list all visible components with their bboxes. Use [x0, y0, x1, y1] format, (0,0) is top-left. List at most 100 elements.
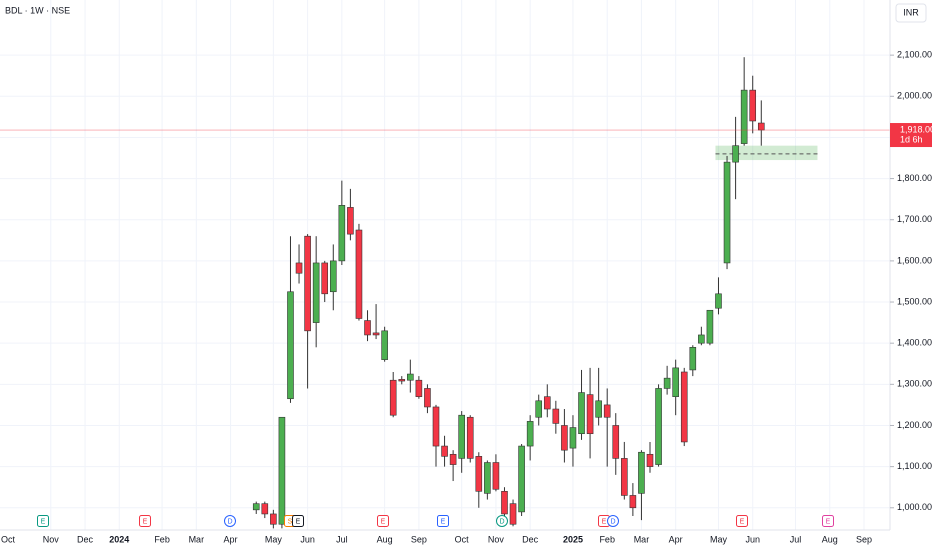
x-tick-label: Dec — [522, 534, 539, 544]
x-tick-label: 2024 — [109, 534, 129, 544]
event-marker[interactable]: E — [139, 515, 151, 527]
y-tick-label: 1,500.00 — [897, 296, 932, 306]
event-label[interactable]: E — [41, 518, 46, 525]
candle-body — [706, 309, 714, 344]
candle-body — [304, 235, 311, 332]
event-label[interactable]: S — [288, 518, 293, 525]
candle-body — [749, 89, 757, 122]
x-tick-label: Feb — [154, 534, 170, 544]
event-marker[interactable]: E — [377, 515, 389, 527]
candle-body — [569, 427, 577, 449]
candle-body — [586, 394, 594, 435]
y-tick-label: 1,300.00 — [897, 379, 932, 389]
candle-body — [603, 404, 611, 418]
x-tick-label: Mar — [634, 534, 650, 544]
candle-body — [757, 122, 765, 131]
x-tick-label: Nov — [488, 534, 505, 544]
event-icon[interactable] — [736, 515, 748, 527]
candle-body — [518, 445, 525, 513]
event-label[interactable]: D — [227, 518, 232, 525]
event-label[interactable]: D — [610, 518, 615, 525]
event-marker[interactable]: E — [736, 515, 748, 527]
zone — [715, 145, 818, 161]
candle-body — [595, 400, 602, 418]
candle-body — [338, 205, 346, 262]
y-tick-label: 1,200.00 — [897, 420, 932, 430]
candle-body — [449, 453, 457, 465]
event-marker[interactable]: D — [496, 515, 508, 527]
event-label[interactable]: E — [740, 518, 745, 525]
x-tick-label: Sep — [856, 534, 872, 544]
event-icon[interactable] — [822, 515, 834, 527]
event-icon[interactable] — [377, 515, 389, 527]
candle-body — [372, 332, 380, 336]
candle-body — [415, 379, 423, 397]
candle-body — [312, 262, 320, 323]
event-marker[interactable]: E — [598, 515, 610, 527]
event-marker[interactable]: E — [822, 515, 834, 527]
candle-body — [398, 379, 406, 382]
candle-body — [407, 373, 414, 381]
candle-body — [364, 320, 371, 336]
x-tick-label: Jun — [300, 534, 315, 544]
event-label[interactable]: E — [441, 518, 446, 525]
event-marker[interactable]: E — [37, 515, 49, 527]
candle-body — [295, 262, 303, 274]
event-marker[interactable]: E — [437, 515, 449, 527]
x-tick-label: Mar — [189, 534, 205, 544]
candle-body — [466, 416, 474, 459]
event-label[interactable]: D — [499, 518, 504, 525]
candle-body — [432, 406, 440, 447]
candle-body — [458, 414, 465, 459]
candle-body — [270, 513, 277, 525]
y-tick-label: 2,000.00 — [897, 91, 932, 101]
y-tick-label: 1,000.00 — [897, 502, 932, 512]
axes: 1,000.00 1,100.00 1,200.00 1,300.00 1,400.00… — [1, 50, 932, 544]
x-tick-label: Jun — [745, 534, 760, 544]
candle-body — [484, 462, 491, 494]
candle-body — [347, 207, 354, 235]
event-icon[interactable] — [607, 515, 619, 527]
candle-body — [663, 377, 671, 389]
x-tick-label: Apr — [669, 534, 683, 544]
x-tick-label: Sep — [411, 534, 427, 544]
event-icon[interactable] — [139, 515, 151, 527]
event-icon[interactable] — [37, 515, 49, 527]
x-tick-label: Feb — [599, 534, 615, 544]
event-label[interactable]: E — [602, 518, 607, 525]
event-marker[interactable]: D — [607, 515, 619, 527]
event-marker[interactable]: D — [224, 515, 236, 527]
event-label[interactable]: E — [381, 518, 386, 525]
event-icon[interactable] — [437, 515, 449, 527]
candle-body — [543, 396, 551, 410]
event-marker[interactable]: E — [292, 515, 304, 527]
event-icon[interactable] — [224, 515, 236, 527]
x-tick-label: 2025 — [563, 534, 583, 544]
candle-body — [552, 408, 560, 424]
candle-body — [492, 462, 500, 490]
candle-body — [680, 371, 688, 443]
x-tick-label: Aug — [822, 534, 838, 544]
x-tick-label: Aug — [377, 534, 393, 544]
candle-body — [655, 388, 662, 465]
candle-body — [715, 293, 722, 309]
candle-body — [321, 262, 329, 295]
event-icon[interactable] — [496, 515, 508, 527]
candle-body — [732, 145, 739, 163]
event-label[interactable]: E — [826, 518, 831, 525]
candle-body — [501, 491, 508, 515]
chart-title: BDL · 1W · NSE — [5, 5, 70, 15]
event-label[interactable]: E — [296, 518, 301, 525]
candle-body — [329, 260, 337, 293]
candle-body — [424, 388, 431, 408]
event-label[interactable]: E — [143, 518, 148, 525]
candle-body — [612, 425, 620, 459]
currency-button[interactable] — [895, 3, 927, 23]
currency-label[interactable]: INR — [903, 7, 919, 17]
candle-body — [629, 495, 637, 509]
candle-body — [389, 379, 397, 416]
x-tick-label: Jul — [790, 534, 802, 544]
event-icon[interactable] — [292, 515, 304, 527]
candle-body — [509, 503, 517, 525]
